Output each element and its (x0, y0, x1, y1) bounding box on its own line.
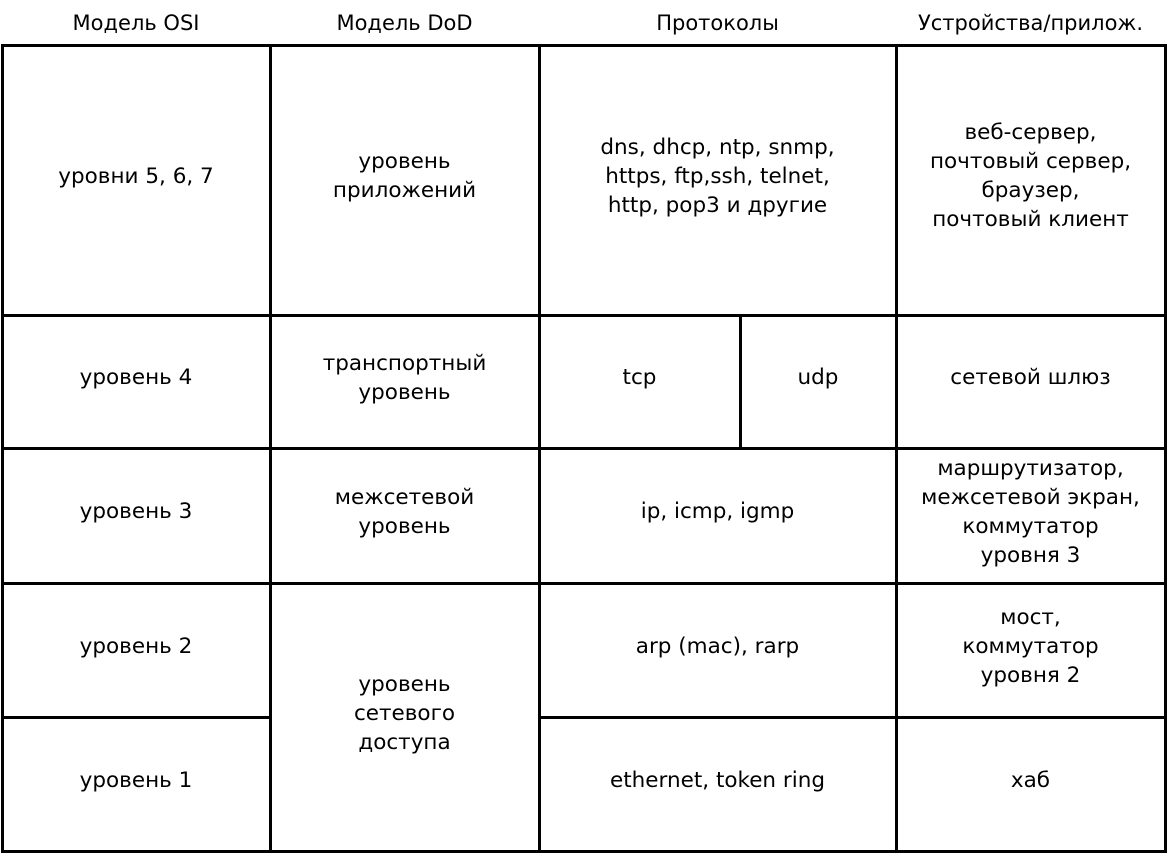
cell-text: udp (797, 365, 839, 390)
table-cell: tcp (537, 313, 742, 450)
cell-text: мост, (1000, 604, 1061, 630)
table-cell: уровень 3 (0, 446, 272, 585)
cell-text: https, ftp,ssh, telnet, (605, 163, 830, 189)
table-cell: сетевой шлюз (894, 313, 1167, 450)
cell-text: веб-сервер, (964, 120, 1097, 145)
cell-text: tcp (622, 365, 657, 390)
table-cell: уровни 5, 6, 7 (0, 43, 272, 317)
cell-text: хаб (1010, 767, 1051, 793)
table-cell: хаб (894, 715, 1167, 853)
cell-text: почтовый клиент (932, 207, 1129, 232)
cell-text: коммутатор (962, 633, 1099, 659)
cell-text: уровень 1 (79, 767, 193, 793)
cell-text: сетевой шлюз (950, 365, 1111, 390)
table-cell: мост, коммутатор уровня 2 (894, 581, 1167, 719)
table-cell: уровень 4 (0, 313, 272, 450)
table-cell: ip, icmp, igmp (537, 446, 898, 585)
cell-text: коммутатор (962, 513, 1099, 539)
table-cell: транспортный уровень (268, 313, 541, 450)
cell-text: транспортный (322, 350, 487, 376)
cell-text: браузер, (981, 178, 1080, 203)
cell-text: сетевого (353, 700, 456, 726)
table-cell: arp (mac), rarp (537, 581, 898, 719)
cell-text: уровень (358, 379, 451, 405)
cell-text: уровни 5, 6, 7 (58, 163, 214, 189)
table-cell: ethernet, token ring (537, 715, 898, 853)
cell-text: уровень 4 (79, 365, 193, 390)
column-header: Модель OSI (72, 11, 200, 35)
table-cell: межсетевой уровень (268, 446, 541, 585)
cell-text: arp (mac), rarp (635, 633, 800, 659)
cell-text: dns, dhcp, ntp, snmp, (600, 134, 835, 160)
table-cell: уровень 2 (0, 581, 272, 719)
cell-text: почтовый сервер, (929, 149, 1132, 174)
column-header: Устройства/прилож. (917, 11, 1144, 35)
cell-text: уровня 3 (980, 542, 1081, 568)
cell-text: уровня 2 (980, 662, 1081, 688)
column-header: Протоколы (656, 11, 779, 35)
table-cell: udp (738, 313, 898, 450)
cell-text: уровень 3 (79, 499, 193, 524)
table-cell: уровень 1 (0, 715, 272, 853)
table-cell: маршрутизатор, межсетевой экран, коммутато… (894, 446, 1167, 585)
column-header: Модель DoD (336, 11, 473, 35)
cell-text: ethernet, token ring (610, 767, 825, 793)
cell-text: уровень (358, 149, 451, 174)
table-cell: уровень сетевого доступа (268, 581, 541, 853)
cell-text: доступа (358, 729, 451, 755)
cell-text: межсетевой экран, (921, 484, 1140, 510)
cell-text: http, pop3 и другие (607, 192, 828, 218)
table-cell: dns, dhcp, ntp, snmp, https, ftp,ssh, tel… (537, 43, 898, 317)
table-cell: уровень приложений (268, 43, 541, 317)
cell-text: ip, icmp, igmp (640, 499, 795, 524)
cell-text: уровень 2 (79, 633, 193, 659)
cell-text: уровень (358, 513, 451, 539)
cell-text: межсетевой (334, 484, 475, 510)
cell-text: маршрутизатор, (937, 455, 1124, 481)
table-cell: веб-сервер, почтовый сервер, браузер, почто… (894, 43, 1167, 317)
cell-text: уровень (358, 671, 451, 697)
cell-text: приложений (332, 178, 477, 203)
